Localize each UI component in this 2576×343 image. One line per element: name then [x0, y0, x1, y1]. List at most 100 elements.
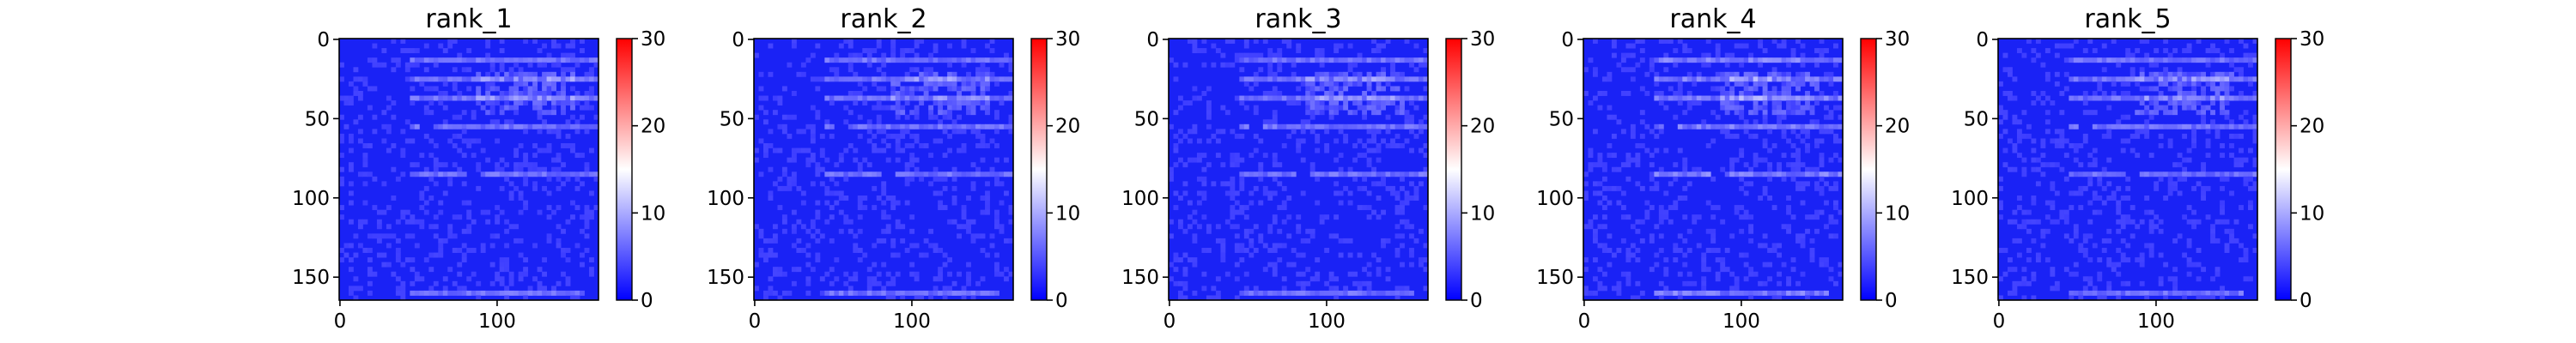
heatmap-cell	[1686, 48, 1692, 54]
heatmap-cell	[2031, 276, 2037, 282]
heatmap-cell	[1239, 172, 1245, 178]
heatmap-cell	[970, 172, 976, 178]
heatmap-cell	[1724, 62, 1730, 68]
heatmap-cell	[1258, 67, 1264, 73]
heatmap-cell	[876, 280, 882, 286]
heatmap-cell	[1324, 280, 1330, 286]
heatmap-cell	[1169, 233, 1174, 239]
heatmap-cell	[1338, 76, 1344, 82]
heatmap-cell	[1343, 138, 1349, 144]
heatmap-cell	[862, 172, 868, 178]
heatmap-cell	[1267, 196, 1273, 201]
heatmap-cell	[1654, 71, 1660, 77]
heatmap-cell	[1771, 123, 1777, 129]
heatmap-cell	[1267, 48, 1273, 54]
heatmap-cell	[1753, 157, 1759, 163]
heatmap-cell	[1819, 138, 1825, 144]
heatmap-cell	[1201, 91, 1207, 96]
heatmap-cell	[485, 209, 491, 215]
heatmap-cell	[1404, 110, 1410, 116]
heatmap-cell	[1409, 224, 1414, 230]
heatmap-cell	[1305, 110, 1311, 116]
heatmap-cell	[2082, 100, 2088, 106]
heatmap-cell	[919, 71, 925, 77]
heatmap-cell	[2220, 295, 2225, 301]
heatmap-cell	[1658, 129, 1664, 135]
heatmap-cell	[2063, 153, 2069, 159]
heatmap-cell	[909, 172, 915, 178]
heatmap-cell	[2097, 181, 2103, 187]
heatmap-cell	[985, 43, 990, 49]
heatmap-cell	[353, 252, 359, 258]
heatmap-cell	[565, 219, 571, 225]
heatmap-cell	[1592, 276, 1598, 282]
heatmap-cell	[923, 252, 929, 258]
heatmap-cell	[872, 48, 878, 54]
heatmap-cell	[1597, 224, 1603, 230]
heatmap-cell	[2129, 219, 2136, 225]
heatmap-cell	[2139, 39, 2145, 44]
heatmap-cell	[1597, 243, 1603, 249]
heatmap-cell	[1658, 280, 1664, 286]
heatmap-cell	[1220, 62, 1226, 68]
heatmap-cell	[1635, 228, 1641, 234]
heatmap-cell	[1625, 157, 1631, 163]
heatmap-cell	[589, 86, 594, 92]
heatmap-cell	[975, 71, 981, 77]
heatmap-cell	[866, 62, 872, 68]
heatmap-cell	[357, 224, 363, 230]
heatmap-cell	[410, 267, 416, 273]
heatmap-cell	[1734, 133, 1740, 139]
heatmap-cell	[970, 105, 976, 111]
heatmap-cell	[2148, 110, 2154, 116]
heatmap-cell	[400, 129, 406, 135]
heatmap-cell	[1620, 91, 1626, 96]
heatmap-cell	[2007, 257, 2013, 263]
heatmap-cell	[410, 86, 416, 92]
heatmap-cell	[1409, 248, 1414, 253]
heatmap-cell	[1187, 100, 1193, 106]
heatmap-cell	[1343, 81, 1349, 87]
plot-frame	[1168, 38, 1429, 301]
heatmap-cell	[810, 224, 816, 230]
heatmap-cell	[1767, 262, 1773, 268]
heatmap-cell	[1616, 280, 1622, 286]
heatmap-cell	[1376, 147, 1382, 153]
heatmap-cell	[1258, 52, 1264, 58]
heatmap-cell	[1277, 91, 1283, 96]
heatmap-cell	[1173, 143, 1179, 148]
heatmap-cell	[900, 172, 906, 178]
heatmap-cell	[593, 205, 599, 211]
heatmap-cell	[523, 172, 529, 178]
heatmap-cell	[989, 172, 995, 178]
heatmap-cell	[532, 91, 538, 96]
heatmap-cell	[447, 57, 453, 63]
heatmap-cell	[1682, 196, 1688, 201]
heatmap-cell	[499, 172, 505, 178]
heatmap-cell	[1215, 129, 1221, 135]
heatmap-cell	[2154, 57, 2160, 63]
heatmap-cell	[985, 290, 990, 296]
heatmap-cell	[1724, 172, 1730, 178]
heatmap-cell	[1777, 91, 1783, 96]
heatmap-cell	[452, 172, 458, 178]
heatmap-cell	[2111, 95, 2117, 101]
heatmap-cell	[1705, 95, 1711, 101]
heatmap-cell	[471, 219, 477, 225]
heatmap-cell	[1649, 233, 1655, 239]
heatmap-cell	[395, 276, 401, 282]
heatmap-cell	[570, 147, 575, 153]
heatmap-cell	[499, 67, 505, 73]
heatmap-cell	[876, 67, 882, 73]
heatmap-cell	[824, 172, 830, 178]
heatmap-cell	[589, 67, 594, 73]
heatmap-cell	[853, 271, 859, 277]
heatmap-cell	[367, 290, 373, 296]
heatmap-cell	[1182, 190, 1188, 196]
heatmap-cell	[1649, 172, 1655, 178]
heatmap-cell	[523, 200, 529, 206]
heatmap-cell	[1814, 228, 1820, 234]
heatmap-cell	[551, 57, 556, 63]
heatmap-cell	[447, 181, 453, 187]
heatmap-cell	[768, 286, 774, 292]
